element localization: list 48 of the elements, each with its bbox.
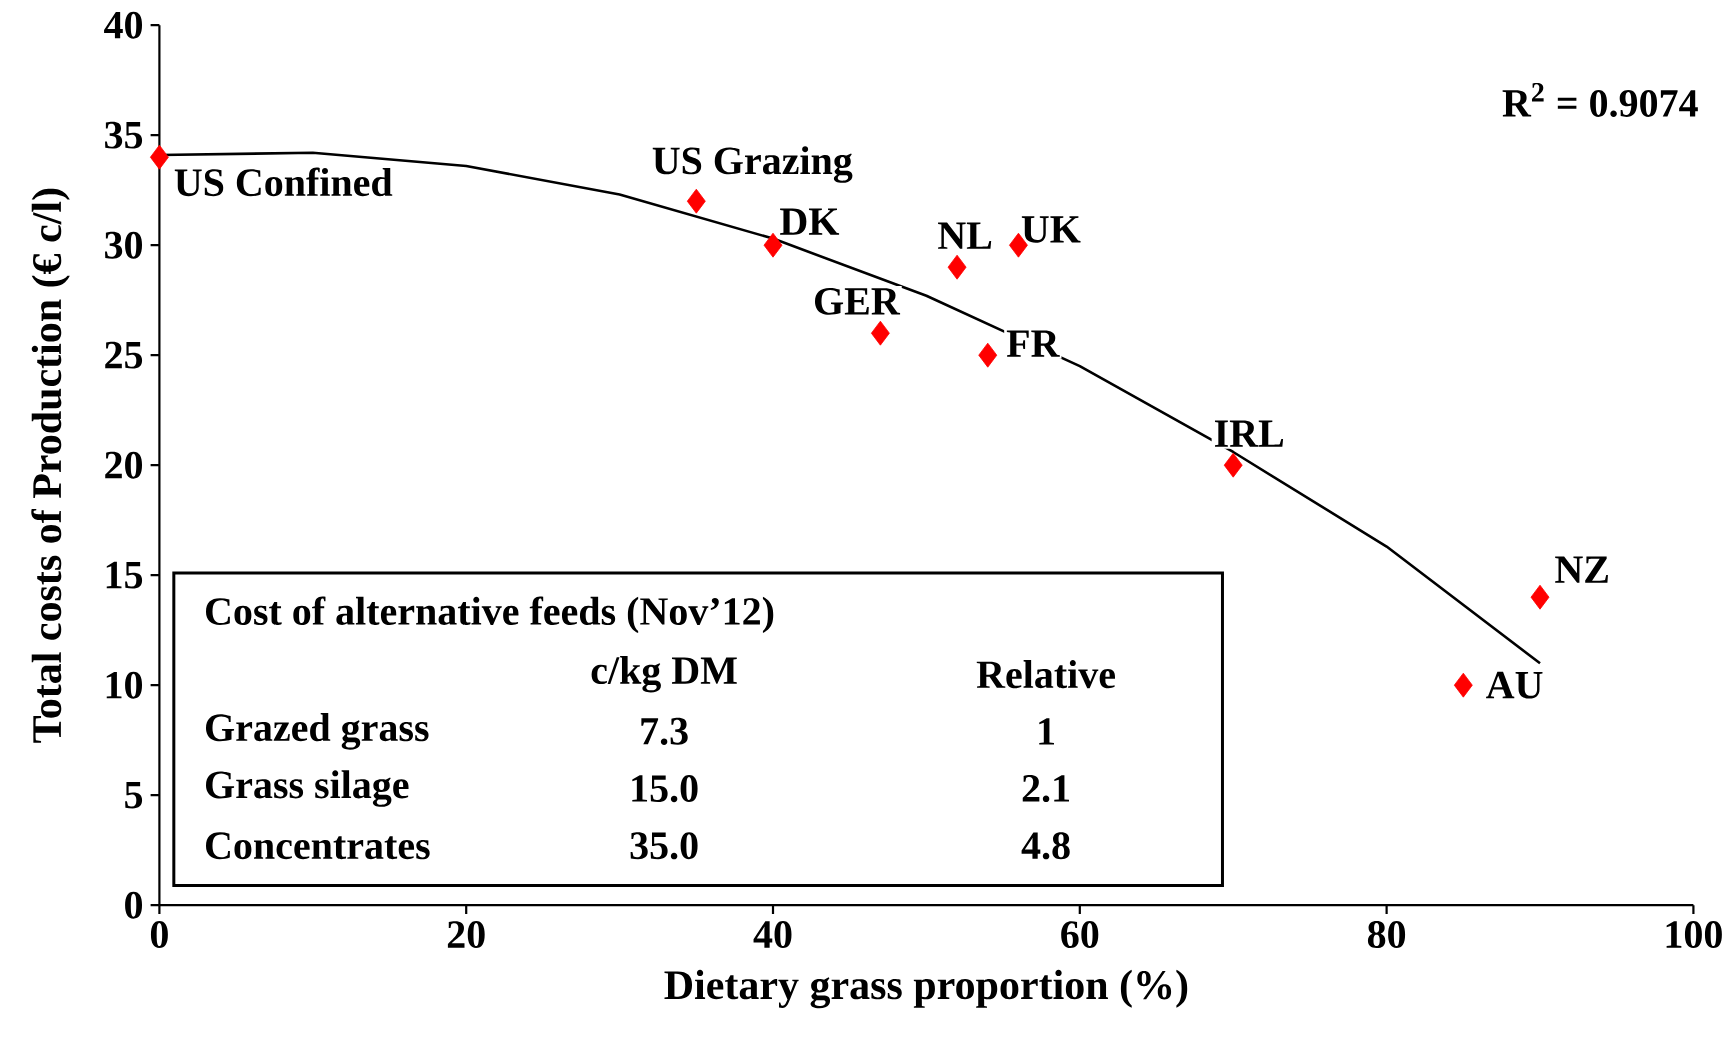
annotation: FR — [1006, 330, 1060, 357]
point — [1223, 452, 1243, 478]
y-tick-label: 25 — [105, 341, 143, 369]
x-tick-label: 60 — [1061, 921, 1099, 949]
annotation: 4.8 — [1021, 832, 1070, 860]
point — [686, 188, 706, 214]
x-tick-label: 20 — [447, 921, 485, 949]
y-tick-label: 5 — [125, 781, 143, 809]
point — [150, 144, 169, 170]
annotation: Concentrates — [206, 832, 430, 860]
x-axis-title: Dietary grass proportion (%) — [664, 969, 1188, 1009]
annotation: US Confined — [174, 167, 393, 197]
annotation: NZ — [1555, 556, 1608, 583]
annotation: Grazed grass — [206, 713, 429, 750]
annotation: 7.3 — [641, 717, 688, 745]
annotation: GER — [814, 287, 901, 315]
annotation: UK — [1021, 216, 1081, 243]
point — [947, 254, 967, 280]
x-tick-label: 0 — [150, 921, 168, 949]
y-tick-label: 15 — [106, 561, 143, 589]
annotation: AU — [1486, 671, 1543, 699]
y-tick-label: 20 — [105, 451, 143, 479]
point — [1453, 672, 1473, 698]
y-tick-label: 0 — [125, 891, 143, 919]
y-tick-label: 10 — [106, 671, 143, 699]
y-axis-title: Total costs of Production (€ c/l) — [31, 188, 70, 743]
annotation: Grass silage — [206, 770, 409, 807]
x-tick-label: 80 — [1367, 921, 1406, 949]
annotation: Cost of alternative feeds (Nov’12) — [206, 596, 774, 634]
annotation: c/kg DM — [591, 655, 737, 693]
annotation: Relative — [976, 660, 1116, 689]
x-tick-label: 40 — [753, 921, 792, 949]
annotation: 2.1 — [1022, 775, 1069, 803]
y-tick-label: 40 — [104, 11, 143, 39]
annotation: DK — [780, 208, 840, 235]
annotation: NL — [938, 222, 992, 249]
x-tick-label: 100 — [1666, 921, 1722, 949]
annotation: US Grazing — [652, 146, 853, 183]
point — [1530, 584, 1550, 610]
annotation: R$^{2}$ = 0.9074 — [1502, 82, 1698, 118]
annotation: IRL — [1214, 420, 1284, 447]
y-tick-label: 30 — [105, 231, 143, 259]
point — [870, 320, 890, 346]
annotation: 1 — [1039, 718, 1054, 745]
y-tick-label: 35 — [105, 121, 143, 149]
annotation: 15.0 — [632, 775, 698, 803]
annotation: 35.0 — [630, 832, 698, 860]
point — [978, 342, 998, 368]
